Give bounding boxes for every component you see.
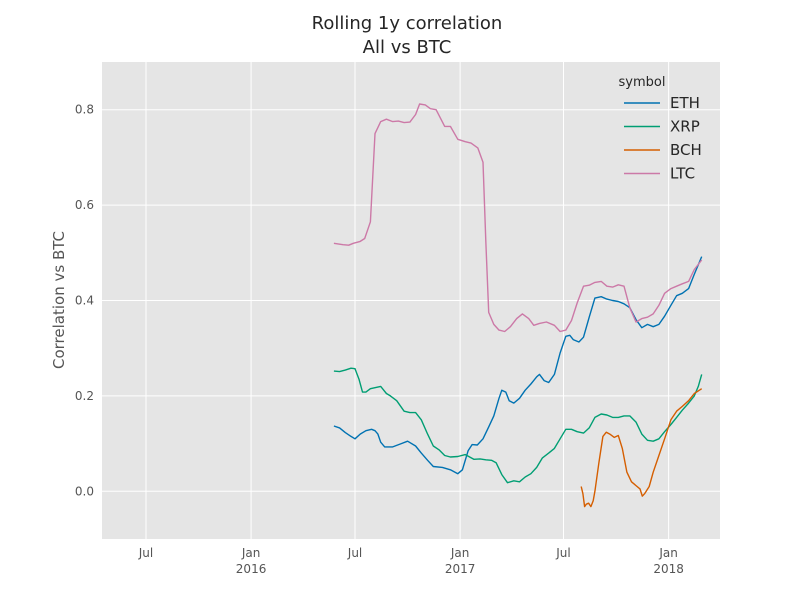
gridlines xyxy=(102,62,720,539)
x-tick-label: Jan xyxy=(241,546,261,560)
series-line-bch xyxy=(580,388,703,508)
legend-title: symbol xyxy=(619,75,666,90)
series-line-ltc xyxy=(333,103,703,333)
y-tick-label: 0.4 xyxy=(75,294,94,308)
y-axis-label: Correlation vs BTC xyxy=(50,231,68,369)
legend-label-bch: BCH xyxy=(670,141,702,159)
x-tick-label: Jul xyxy=(138,546,153,560)
x-tick-year-label: 2017 xyxy=(445,562,476,576)
x-tick-year-label: 2018 xyxy=(653,562,684,576)
series-line-xrp xyxy=(333,367,703,484)
series-line-eth xyxy=(333,256,703,475)
x-tick-label: Jul xyxy=(347,546,362,560)
chart-subtitle: All vs BTC xyxy=(363,37,452,58)
chart-title: Rolling 1y correlation xyxy=(312,13,503,34)
x-tick-label: Jan xyxy=(658,546,678,560)
legend: symbol ETH XRP BCH LTC xyxy=(619,75,702,183)
y-tick-label: 0.0 xyxy=(75,484,94,498)
x-tick-year-label: 2016 xyxy=(236,562,267,576)
legend-label-xrp: XRP xyxy=(670,118,700,136)
x-axis-ticks: Jul Jan 2016 Jul Jan 2017 Jul Jan 2018 xyxy=(138,546,684,576)
x-tick-label: Jan xyxy=(450,546,470,560)
series-lines xyxy=(333,103,703,508)
x-tick-label: Jul xyxy=(555,546,570,560)
y-tick-label: 0.2 xyxy=(75,389,94,403)
y-axis-ticks: 0.0 0.2 0.4 0.6 0.8 xyxy=(75,103,94,499)
legend-label-ltc: LTC xyxy=(670,165,695,183)
y-tick-label: 0.8 xyxy=(75,103,94,117)
legend-label-eth: ETH xyxy=(670,94,700,112)
y-tick-label: 0.6 xyxy=(75,198,94,212)
